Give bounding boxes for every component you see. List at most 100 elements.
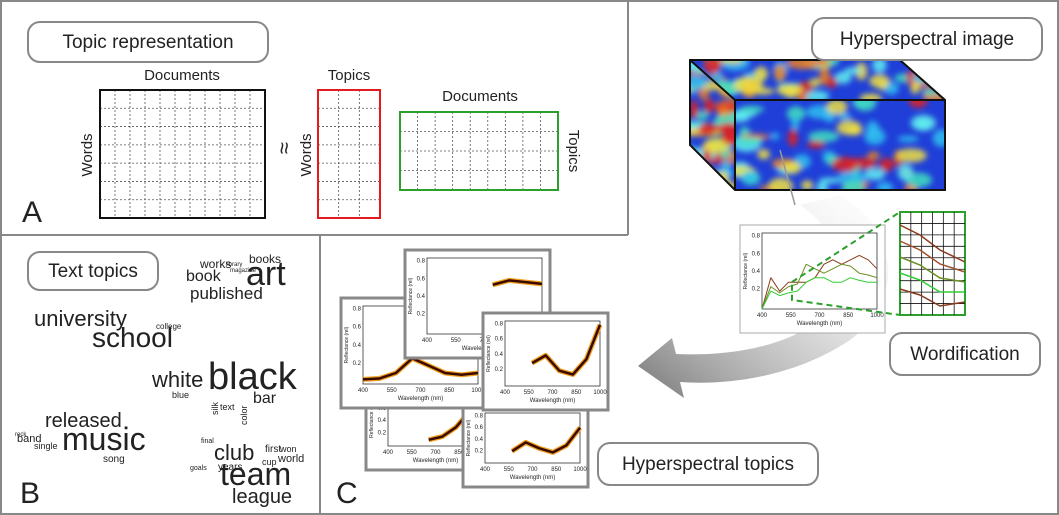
- blob: [924, 67, 943, 79]
- blob: [867, 152, 880, 160]
- y-tick-label: 0.8: [353, 307, 362, 313]
- x-tick-label: 700: [415, 388, 426, 394]
- y-tick-label: 0.6: [417, 276, 426, 282]
- x-tick-label: 700: [814, 313, 825, 319]
- blob: [692, 180, 713, 191]
- x-tick-label: 550: [407, 450, 418, 456]
- y-tick-label: 0.2: [752, 287, 761, 293]
- panel-letter: A: [22, 196, 42, 229]
- word: library: [226, 262, 242, 268]
- blob: [895, 148, 927, 162]
- panel-letter: C: [336, 477, 358, 510]
- matrix: [100, 90, 265, 218]
- y-tick-label: 0.8: [752, 234, 761, 240]
- figure: Topic representation Documents Words ≈ T…: [0, 0, 1059, 515]
- word: blue: [172, 390, 189, 400]
- word: goals: [190, 465, 207, 472]
- x-tick-label: 550: [524, 390, 535, 396]
- blob: [808, 131, 839, 142]
- blob: [681, 165, 712, 178]
- matrix: [400, 112, 558, 190]
- y-axis-label: Reflectance (rel): [344, 326, 350, 363]
- x-axis-label: Wavelength (nm): [413, 458, 458, 464]
- y-tick-label: 0.8: [475, 414, 484, 420]
- approx-sign: ≈: [272, 142, 297, 154]
- blob: [734, 76, 763, 93]
- word: rock: [15, 432, 27, 438]
- x-tick-label: 400: [383, 450, 394, 456]
- x-tick-label: 400: [358, 388, 369, 394]
- blob: [916, 119, 929, 130]
- y-tick-label: 0.4: [353, 343, 362, 349]
- blob: [698, 123, 716, 136]
- blob: [739, 106, 764, 113]
- y-axis-label: Reflectance (rel): [466, 419, 472, 456]
- word: world: [277, 453, 304, 465]
- blob: [832, 157, 858, 172]
- x-tick-label: 550: [451, 338, 462, 344]
- y-tick-label: 0.6: [752, 251, 761, 257]
- blob: [700, 177, 709, 195]
- matrix-label: Words: [79, 133, 96, 176]
- blob: [807, 141, 825, 148]
- hyperspectral-cube: [679, 53, 957, 198]
- blob: [898, 136, 919, 143]
- blob: [869, 74, 890, 87]
- x-tick-label: 850: [571, 390, 582, 396]
- blob: [819, 178, 841, 184]
- y-tick-label: 0.2: [475, 448, 484, 454]
- word: years: [218, 462, 242, 473]
- blob: [866, 121, 879, 138]
- blob: [703, 174, 713, 185]
- blob: [928, 72, 957, 85]
- y-tick-label: 0.2: [353, 361, 362, 367]
- panel-letter: B: [20, 477, 40, 510]
- y-tick-label: 0.6: [475, 425, 484, 431]
- y-tick-label: 0.8: [495, 322, 504, 328]
- blob: [933, 129, 951, 147]
- word: league: [232, 486, 292, 508]
- x-tick-label: 400: [757, 313, 768, 319]
- word: single: [34, 441, 58, 451]
- word: published: [190, 284, 263, 303]
- matrix: [318, 90, 380, 218]
- x-tick-label: 550: [504, 467, 515, 473]
- y-tick-label: 0.8: [417, 259, 426, 265]
- blob: [801, 180, 813, 190]
- blob: [937, 79, 949, 93]
- blob: [788, 129, 798, 147]
- y-axis-label: Reflectance (rel): [743, 252, 749, 289]
- y-tick-label: 0.4: [752, 269, 761, 275]
- blob: [879, 158, 894, 172]
- y-tick-label: 0.6: [495, 337, 504, 343]
- word: color: [239, 405, 249, 425]
- y-tick-label: 0.6: [353, 325, 362, 331]
- word: cup: [262, 457, 277, 467]
- blob: [847, 126, 862, 135]
- y-axis-label: Reflectance (rel): [486, 335, 492, 372]
- y-tick-label: 0.4: [495, 352, 504, 358]
- panel-title: Wordification: [910, 344, 1019, 365]
- word: won: [279, 444, 297, 454]
- blob: [679, 75, 707, 90]
- blob: [733, 137, 763, 144]
- x-axis-label: Wavelength (nm): [797, 321, 842, 327]
- blob: [774, 64, 786, 81]
- cube-face: [724, 93, 950, 198]
- y-tick-label: 0.2: [378, 431, 387, 437]
- x-tick-label: 1000: [870, 313, 884, 319]
- matrix-label: Topics: [565, 130, 582, 173]
- blob: [688, 184, 719, 193]
- y-tick-label: 0.2: [417, 312, 426, 318]
- panel-title: Hyperspectral image: [840, 29, 1014, 50]
- x-axis-label: Wavelength (nm): [530, 398, 575, 404]
- blob: [720, 151, 731, 159]
- word: final: [201, 438, 214, 445]
- x-axis-label: Wavelength (nm): [398, 396, 443, 402]
- matrix-label: Documents: [144, 67, 220, 84]
- blob: [898, 164, 913, 181]
- x-tick-label: 850: [551, 467, 562, 473]
- blob: [713, 118, 724, 126]
- x-tick-label: 700: [527, 467, 538, 473]
